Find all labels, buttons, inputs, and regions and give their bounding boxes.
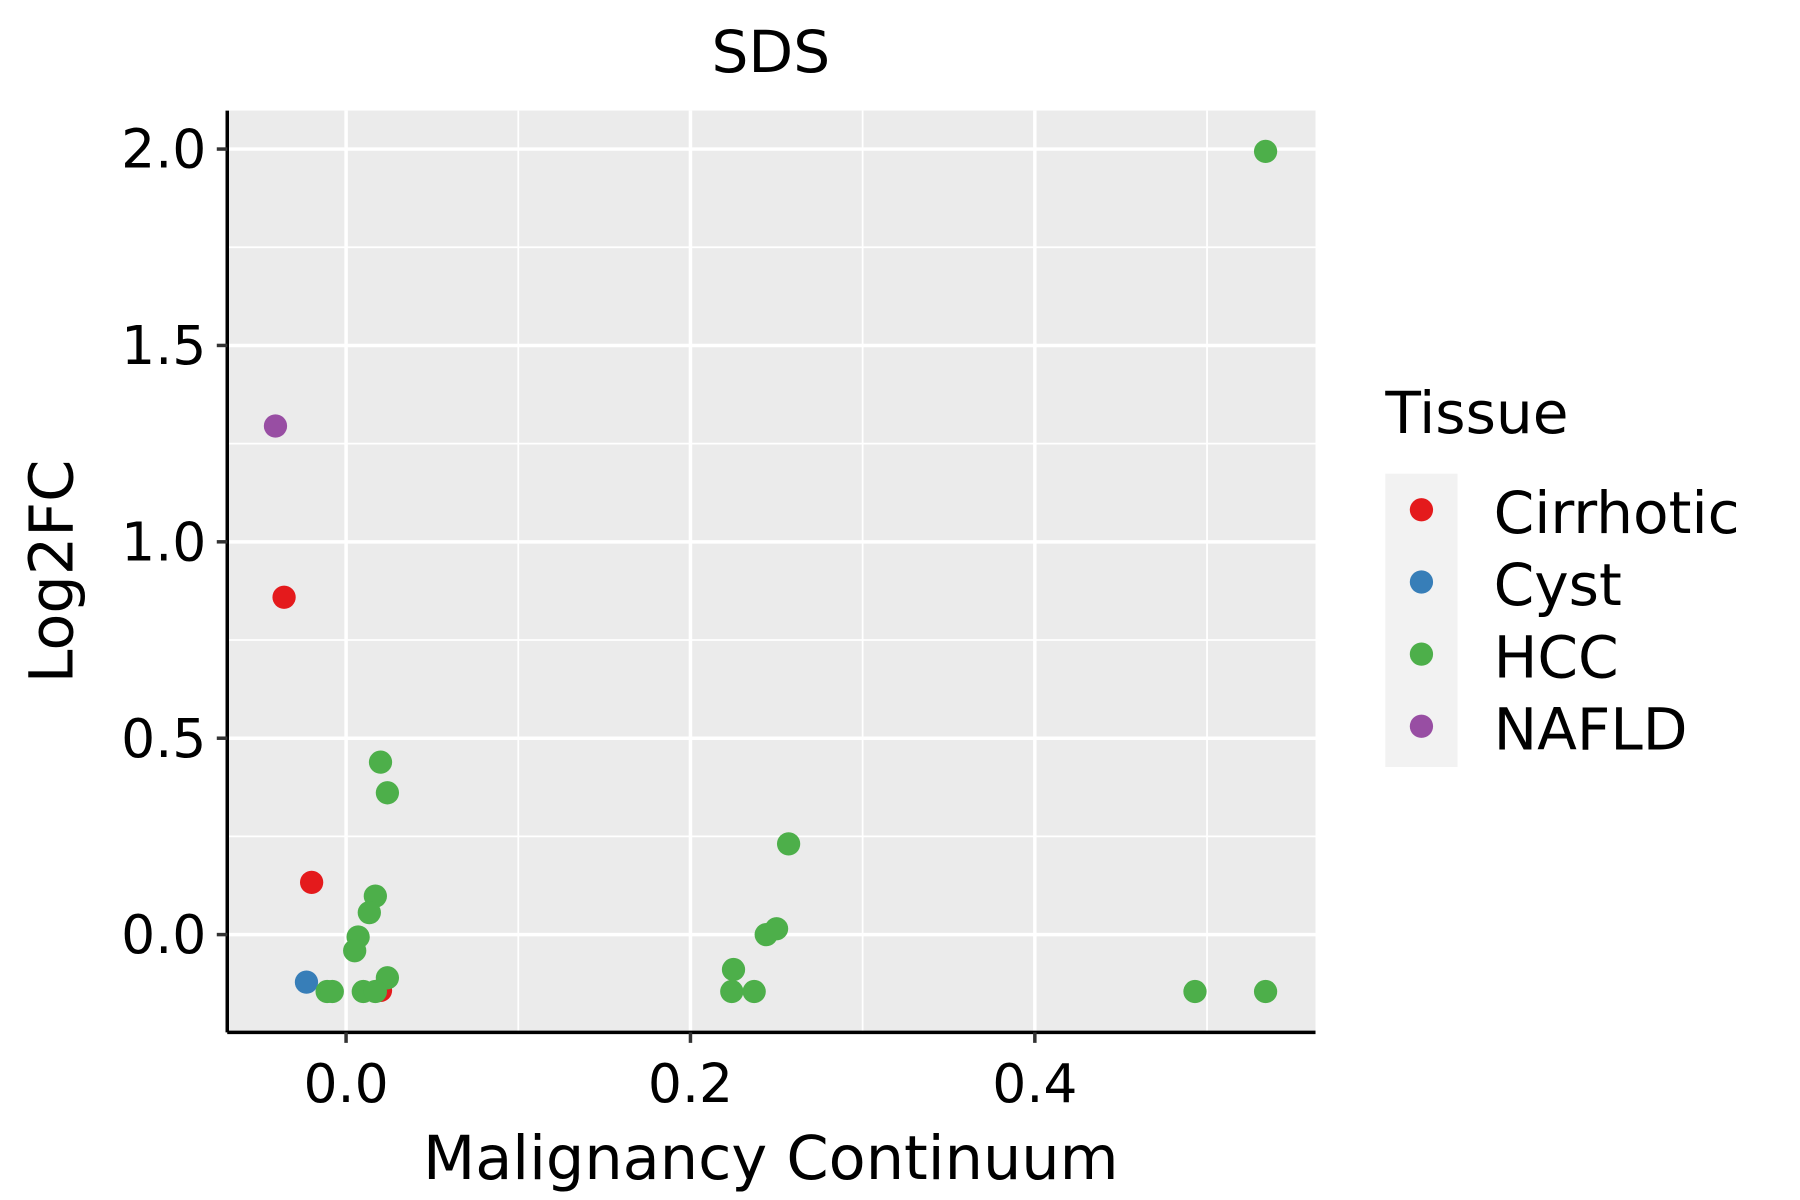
x-tick-label: 0.2 [648,1052,733,1115]
legend-label-cirrhotic: Cirrhotic [1494,479,1740,547]
legend-key-cirrhotic [1409,498,1434,522]
point-hcc [375,781,400,805]
point-hcc [1253,139,1278,164]
y-tick-label: 1.0 [121,510,206,573]
point-nafld [263,414,288,438]
legend-label-nafld: NAFLD [1494,696,1688,764]
x-axis-label: Malignancy Continuum [423,1124,1119,1194]
y-tick-label: 1.5 [121,314,206,377]
axis-ticks: 0.0 0.2 0.4 0.0 0.5 1.0 1.5 2.0 [121,118,1077,1116]
point-hcc [320,979,344,1004]
x-tick-label: 0.0 [303,1052,388,1115]
legend-label-cyst: Cyst [1494,551,1622,619]
y-tick-label: 2.0 [121,118,206,181]
point-hcc [1183,979,1207,1004]
legend-title: Tissue [1384,379,1568,447]
legend-key-cyst [1409,570,1434,594]
point-cirrhotic [299,870,324,894]
point-hcc [343,939,367,963]
point-cirrhotic [272,585,296,609]
point-hcc [721,957,746,982]
point-hcc [720,979,744,1004]
point-hcc [742,979,766,1004]
grid-lines [227,110,1316,1033]
point-hcc [1253,979,1278,1004]
data-points [263,139,1278,1004]
x-tick-label: 0.4 [992,1052,1077,1115]
point-hcc [357,900,381,925]
point-hcc [776,832,801,856]
plot-panel [227,110,1316,1033]
point-hcc [368,750,393,774]
legend-key-nafld [1409,714,1434,738]
y-tick-label: 0.0 [121,903,206,966]
y-axis-label: Log2FC [17,460,87,684]
legend-key-hcc [1409,642,1434,666]
legend-label-hcc: HCC [1494,623,1619,691]
y-tick-label: 0.5 [121,707,206,770]
point-hcc [363,979,387,1004]
point-hcc [764,917,789,941]
chart-title: SDS [711,18,830,86]
point-cyst [294,970,319,994]
